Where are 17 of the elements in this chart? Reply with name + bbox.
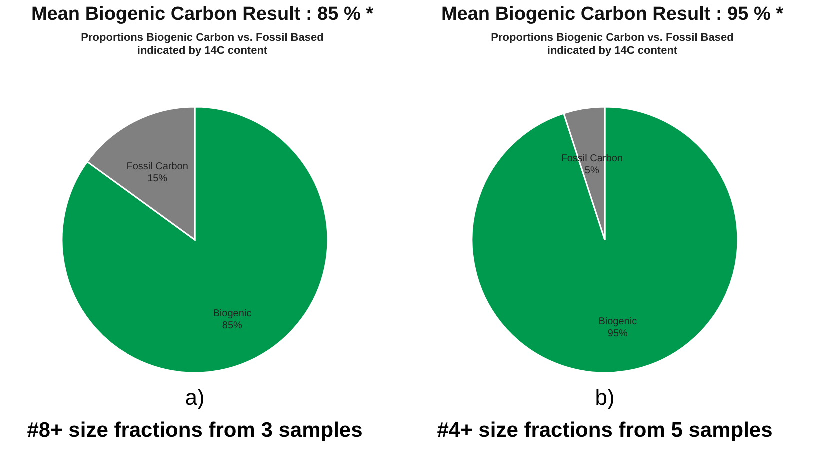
- data-label: 15%: [148, 174, 168, 185]
- chart-subtitle: Proportions Biogenic Carbon vs. Fossil Based indicated by 14C content: [81, 32, 324, 57]
- pie-slice: [471, 106, 739, 374]
- text: #4+ size fractions from 5 samples: [437, 419, 773, 442]
- slice-label: Biogenic: [213, 308, 252, 320]
- text: #8+ size fractions from 3 samples: [27, 419, 363, 442]
- data-label: 85%: [222, 320, 243, 332]
- chart-subtitle: Proportions Biogenic Carbon vs. Fossil Based indicated by 14C content: [491, 32, 734, 57]
- data-label: 5%: [584, 166, 600, 177]
- chart-title: Mean Biogenic Carbon Result : 95 % *: [441, 4, 784, 25]
- pie-slice: [61, 106, 329, 374]
- text: a): [185, 385, 205, 410]
- text: b): [595, 385, 615, 410]
- data-label: 95%: [608, 328, 628, 340]
- slice-label: Biogenic: [598, 316, 638, 328]
- chart-title: Mean Biogenic Carbon Result : 85 % *: [31, 4, 374, 25]
- slice-label: Fossil Carbon: [126, 162, 188, 173]
